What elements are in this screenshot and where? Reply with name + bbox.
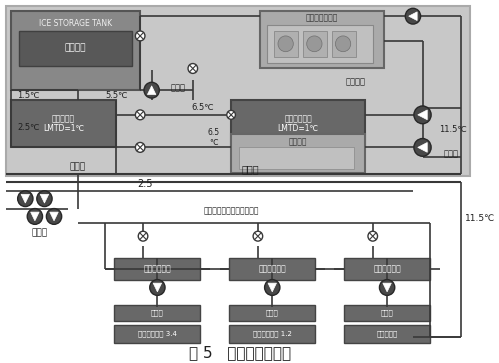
Circle shape	[227, 110, 236, 119]
Bar	[344, 325, 430, 343]
Circle shape	[150, 280, 165, 295]
Circle shape	[17, 191, 33, 207]
Polygon shape	[383, 283, 391, 292]
Bar	[114, 305, 201, 321]
Text: 二次泵: 二次泵	[31, 229, 48, 238]
Bar	[344, 258, 430, 280]
Circle shape	[368, 231, 378, 241]
Text: 11.5℃: 11.5℃	[465, 214, 495, 223]
Circle shape	[27, 209, 42, 224]
Polygon shape	[50, 212, 58, 221]
Text: 融冰泵: 融冰泵	[171, 84, 186, 93]
Text: 1.5℃: 1.5℃	[17, 91, 39, 99]
Text: 乙二醇泵: 乙二醇泵	[345, 78, 366, 87]
Text: 6.5
℃: 6.5 ℃	[208, 128, 220, 147]
Bar	[260, 11, 384, 69]
Circle shape	[414, 139, 431, 156]
Text: 2.5℃: 2.5℃	[17, 123, 39, 132]
Circle shape	[405, 8, 421, 24]
Bar	[11, 11, 140, 90]
Bar	[344, 305, 430, 321]
Text: 二次泵: 二次泵	[70, 163, 86, 172]
Text: 融冰换热器
LMTD=1℃: 融冰换热器 LMTD=1℃	[43, 114, 84, 134]
Polygon shape	[40, 194, 49, 203]
Circle shape	[379, 280, 395, 295]
Bar	[267, 25, 373, 62]
Bar	[114, 258, 201, 280]
Text: 图 5   二次泵系统方案: 图 5 二次泵系统方案	[189, 345, 291, 360]
Bar	[11, 100, 116, 147]
Bar	[229, 258, 315, 280]
Polygon shape	[268, 283, 276, 292]
Bar	[18, 31, 132, 65]
Circle shape	[144, 82, 159, 98]
Circle shape	[335, 36, 351, 52]
Polygon shape	[21, 194, 29, 203]
Polygon shape	[418, 110, 427, 120]
Text: 2.5: 2.5	[137, 179, 153, 189]
Text: 蓄冰装置: 蓄冰装置	[64, 43, 86, 52]
Text: 基载主机: 基载主机	[289, 137, 307, 146]
Text: 用户侧: 用户侧	[266, 310, 278, 317]
Text: 用户侧换热站: 用户侧换热站	[258, 264, 286, 273]
Bar	[231, 100, 365, 147]
Text: 双工况蓄冰主机: 双工况蓄冰主机	[306, 14, 338, 23]
Text: 在供热交换器
LMTD=1℃: 在供热交换器 LMTD=1℃	[277, 114, 319, 134]
Text: 站外建筑负荷 3.4: 站外建筑负荷 3.4	[138, 331, 177, 337]
Bar	[231, 134, 365, 173]
Bar	[114, 325, 201, 343]
Circle shape	[46, 209, 62, 224]
Bar	[6, 6, 471, 176]
Text: 用户侧: 用户侧	[151, 310, 164, 317]
Text: 盈亨管: 盈亨管	[242, 164, 259, 174]
Bar	[229, 305, 315, 321]
Circle shape	[414, 106, 431, 124]
Text: 用户侧通过调节阀调节流量: 用户侧通过调节阀调节流量	[204, 206, 259, 215]
Circle shape	[37, 191, 52, 207]
Bar	[274, 31, 298, 57]
Text: 用户侧换热站: 用户侧换热站	[144, 264, 171, 273]
Circle shape	[307, 36, 322, 52]
Text: 一次泵: 一次泵	[444, 150, 459, 159]
Text: 用户侧换热站: 用户侧换热站	[373, 264, 401, 273]
Text: 6.5℃: 6.5℃	[191, 103, 214, 113]
Polygon shape	[409, 12, 417, 21]
Polygon shape	[153, 283, 162, 292]
Circle shape	[188, 64, 198, 73]
Bar	[332, 31, 355, 57]
Circle shape	[264, 280, 280, 295]
Text: 交通枢纽站: 交通枢纽站	[376, 331, 398, 337]
Polygon shape	[418, 143, 427, 152]
Text: 站外建筑负荷 1.2: 站外建筑负荷 1.2	[253, 331, 292, 337]
Bar	[239, 147, 354, 169]
Text: ICE STORAGE TANK: ICE STORAGE TANK	[39, 19, 113, 28]
Polygon shape	[147, 86, 156, 94]
Circle shape	[135, 142, 145, 152]
Text: 5.5℃: 5.5℃	[105, 91, 127, 99]
Polygon shape	[30, 212, 39, 221]
Circle shape	[135, 31, 145, 41]
Text: 用户侧: 用户侧	[381, 310, 394, 317]
Circle shape	[138, 231, 148, 241]
Circle shape	[253, 231, 262, 241]
Text: 11.5℃: 11.5℃	[439, 125, 467, 134]
Bar	[229, 325, 315, 343]
Circle shape	[135, 110, 145, 120]
Circle shape	[278, 36, 293, 52]
Bar	[303, 31, 327, 57]
